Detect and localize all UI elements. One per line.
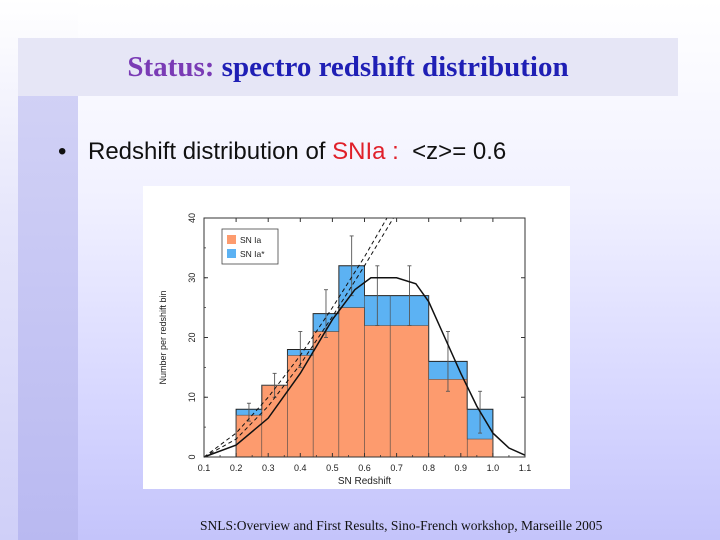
- bullet-text: Redshift distribution of: [88, 138, 333, 165]
- model-curve-dashed-2: [203, 217, 394, 458]
- x-tick-label-5: 0.6: [358, 463, 371, 473]
- legend-box: [221, 228, 279, 265]
- x-tick-label-4: 0.5: [326, 463, 339, 473]
- y-tick-label-2: 20: [187, 332, 197, 342]
- y-tick-label-1: 10: [187, 392, 197, 402]
- legend-label-0: SN Ia: [240, 235, 262, 245]
- bar-sn-ia-7: [428, 379, 468, 457]
- footer-citation: SNLS:Overview and First Results, Sino-Fr…: [200, 518, 603, 533]
- bar-sn-ia-4: [338, 307, 365, 457]
- x-axis-label: SN Redshift: [338, 476, 392, 487]
- y-tick-label-4: 40: [187, 213, 197, 223]
- bar-sn-ia-0: [236, 415, 262, 457]
- x-tick-label-9: 1.0: [487, 463, 500, 473]
- left-decorative-strip: [18, 38, 78, 540]
- x-tick-label-6: 0.7: [390, 463, 403, 473]
- x-tick-label-10: 1.1: [519, 463, 532, 473]
- chart-panel: 0.1 0.2 0.3 0.4 0.5 0.6 0.7 0.8 0.9 1.0 1.1 0 10 20 30…: [143, 186, 570, 489]
- x-tick-label-8: 0.9: [455, 463, 468, 473]
- bullet-highlight: SNIa :: [332, 138, 399, 165]
- legend-swatch-0: [227, 235, 236, 244]
- x-tick-label-3: 0.4: [294, 463, 307, 473]
- y-axis-label: Number per redshift bin: [158, 290, 168, 384]
- x-tick-label-2: 0.3: [262, 463, 275, 473]
- legend-label-1: SN Ia*: [240, 249, 265, 259]
- title-status: Status:: [127, 50, 215, 83]
- bar-sn-ia-8: [467, 439, 493, 457]
- slide-title: Status: spectro redshift distribution: [127, 51, 568, 84]
- model-curve-dashed-1: [203, 217, 388, 458]
- model-curve-solid-0: [203, 277, 526, 458]
- bar-sn-ia-2: [287, 355, 314, 457]
- title-bar: Status: spectro redshift distribution: [18, 38, 678, 96]
- y-tick-label-3: 30: [187, 273, 197, 283]
- bar-sn-ia-6: [390, 325, 429, 457]
- legend-swatch-1: [227, 249, 236, 258]
- bar-sn-ia-5: [364, 325, 391, 457]
- x-tick-label-0: 0.1: [198, 463, 211, 473]
- bullet-point: • Redshift distribution of SNIa : <z>= 0.…: [58, 138, 506, 166]
- bullet-mean-z: <z>= 0.6: [398, 138, 507, 165]
- redshift-histogram: 0.1 0.2 0.3 0.4 0.5 0.6 0.7 0.8 0.9 1.0 1.1 0 10 20 30…: [158, 213, 532, 487]
- x-tick-label-1: 0.2: [230, 463, 243, 473]
- title-topic: spectro redshift distribution: [221, 50, 569, 83]
- y-tick-label-0: 0: [187, 454, 197, 459]
- x-tick-label-7: 0.8: [422, 463, 435, 473]
- bar-sn-ia-3: [313, 331, 339, 457]
- bullet-marker: •: [58, 138, 67, 165]
